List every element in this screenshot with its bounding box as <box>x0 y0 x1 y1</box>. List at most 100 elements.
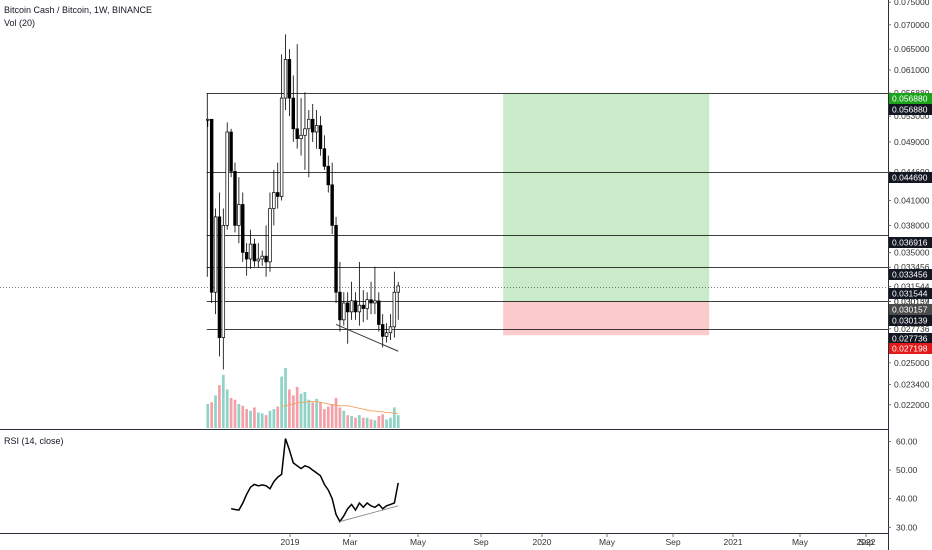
candle-body <box>342 302 346 321</box>
price-tick-label: 0.027736 <box>894 324 930 334</box>
candle-body <box>217 216 222 338</box>
price-tag-label: 0.056880 <box>892 94 928 104</box>
candle-body <box>377 300 381 325</box>
candle-body <box>225 131 229 226</box>
time-tick-label: 2021 <box>724 537 743 547</box>
time-tick-label: May <box>792 537 809 547</box>
price-tag <box>889 269 932 280</box>
time-tick-label: May <box>599 537 616 547</box>
volume-bar <box>256 412 260 428</box>
price-tag-label: 0.030139 <box>892 316 928 326</box>
volume-bar <box>338 407 342 428</box>
volume-bar <box>264 415 268 428</box>
candle-body <box>229 131 233 172</box>
price-tick-label: 0.022000 <box>894 400 930 410</box>
volume-bar <box>249 410 252 428</box>
candle-body <box>276 192 280 197</box>
rsi-trendline <box>339 505 399 522</box>
volume-bar <box>381 414 385 428</box>
candle-body <box>287 59 292 99</box>
volume-bar <box>214 395 217 428</box>
candle-body <box>388 326 393 334</box>
price-tag-label: 0.030157 <box>892 305 928 315</box>
rsi-tick-label: 50.00 <box>896 465 918 475</box>
price-tag <box>889 237 932 248</box>
volume-bar <box>229 398 233 428</box>
candle-body <box>396 285 400 293</box>
price-tag <box>889 93 932 104</box>
volume-bar <box>354 417 357 428</box>
candle-body <box>318 125 323 150</box>
volume-bar <box>396 415 400 428</box>
volume-bar <box>206 404 210 428</box>
volume-bar <box>373 420 377 428</box>
time-tick-label: Mar <box>343 537 358 547</box>
price-tag <box>889 304 932 315</box>
volume-bar <box>369 419 373 428</box>
volume-ma-line <box>281 400 399 414</box>
candle-body <box>357 304 362 313</box>
volume-bar <box>245 409 249 428</box>
volume-legend: Vol (20) <box>4 18 36 28</box>
volume-bar <box>330 404 334 428</box>
volume-bar <box>280 376 283 428</box>
volume-bar <box>350 416 353 428</box>
time-tick-label: Sep <box>473 537 488 547</box>
rsi-pane <box>0 429 888 524</box>
volume-bar <box>365 417 369 428</box>
rsi-line <box>230 438 399 524</box>
candle-body <box>373 300 377 304</box>
price-tick-label: 0.075000 <box>894 0 930 7</box>
candle-body <box>272 192 276 209</box>
volume-bar <box>361 417 365 428</box>
volume-bar <box>392 407 396 428</box>
candle-body <box>283 59 288 99</box>
candle-body <box>384 332 389 337</box>
price-tick-label: 0.056880 <box>894 88 930 98</box>
candle-body <box>349 300 354 313</box>
time-tick-label: 2020 <box>533 537 552 547</box>
volume-bar <box>315 398 318 428</box>
volume-bar <box>288 389 291 428</box>
volume-bar <box>342 410 346 428</box>
candle-body <box>241 204 245 253</box>
price-tick-label: 0.030157 <box>894 296 930 306</box>
volume-bar <box>326 406 330 428</box>
candle-body <box>279 97 284 197</box>
candle-body <box>307 118 311 130</box>
price-tag-label: 0.027198 <box>892 344 928 354</box>
volume-bar <box>346 415 350 428</box>
price-tag <box>889 333 932 344</box>
price-tick-label: 0.038000 <box>894 220 930 230</box>
target-zone <box>503 92 710 302</box>
candle-body <box>365 299 369 309</box>
price-tag <box>889 172 932 183</box>
volume-bar <box>221 374 225 428</box>
position-zones <box>503 92 710 336</box>
candlesticks <box>206 34 400 370</box>
volume-bar <box>303 392 307 428</box>
stop-zone <box>503 301 710 336</box>
candle-body <box>338 291 342 321</box>
candle-body <box>392 291 397 328</box>
price-tag-label: 0.036916 <box>892 238 928 248</box>
price-tick-label: 0.031544 <box>894 282 930 292</box>
volume-bar <box>291 395 295 428</box>
candle-body <box>221 225 226 338</box>
price-tick-label: 0.041000 <box>894 195 930 205</box>
volume-bar <box>385 419 388 428</box>
price-tick-label: 0.049000 <box>894 137 930 147</box>
price-tick-label: 0.025000 <box>894 358 930 368</box>
candle-body <box>314 125 319 133</box>
candle-body <box>345 302 350 313</box>
candle-body <box>291 97 295 130</box>
price-tag <box>889 343 932 354</box>
price-tag <box>889 104 932 115</box>
time-tick-label: Sep <box>665 537 680 547</box>
time-tick-label: 2019 <box>281 537 300 547</box>
candle-body <box>334 225 338 293</box>
price-trendline <box>335 324 399 352</box>
candle-body <box>361 304 365 309</box>
